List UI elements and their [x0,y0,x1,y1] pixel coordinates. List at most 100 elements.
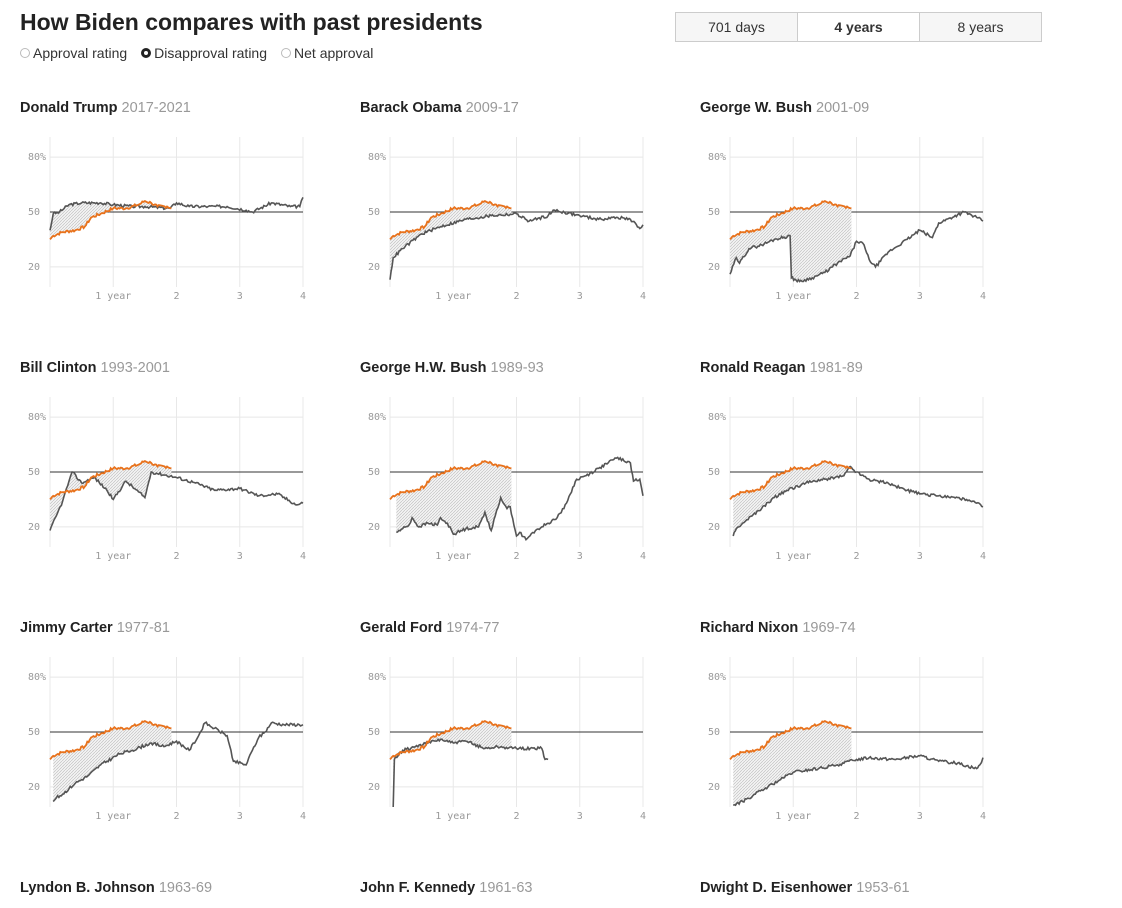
x-tick-label: 1 year [95,291,131,302]
difference-area [53,721,172,802]
president-name: Donald Trump [20,100,118,116]
president-title: Richard Nixon 1969-74 [700,620,856,636]
president-chart: 80% 50 20 1 year 2 3 4 [368,137,646,302]
y-tick-label: 50 [708,727,720,738]
biden-line [49,459,172,501]
radio-circle-icon [281,48,292,58]
y-tick-label: 20 [708,262,720,273]
radio-disapproval[interactable]: Disapproval rating [141,45,267,61]
president-years: 2001-09 [816,100,870,116]
tab-4-years[interactable]: 4 years [798,13,920,41]
tab-701-days[interactable]: 701 days [676,13,798,41]
president-name: Dwight D. Eisenhower [700,880,853,896]
y-tick-label: 20 [28,522,40,533]
difference-area [393,721,512,807]
x-tick-label: 3 [917,291,923,302]
president-chart: 80% 50 20 1 year 2 3 4 [28,397,306,562]
radio-approval[interactable]: Approval rating [20,45,127,61]
y-tick-label: 50 [708,467,720,478]
y-tick-label: 20 [28,782,40,793]
x-tick-label: 2 [853,291,859,302]
biden-line [389,459,512,501]
x-tick-label: 2 [853,551,859,562]
president-title: George H.W. Bush 1989-93 [360,360,544,376]
president-line [392,737,549,808]
president-years: 2017-2021 [121,100,191,116]
president-chart: 80% 50 20 1 year 2 3 4 [28,657,306,822]
biden-line [389,199,512,241]
x-tick-label: 4 [640,811,646,822]
page-title: How Biden compares with past presidents [20,9,483,35]
president-name: Lyndon B. Johnson [20,880,155,896]
tab-8-years[interactable]: 8 years [920,13,1041,41]
x-tick-label: 1 year [435,291,471,302]
y-tick-label: 50 [368,727,380,738]
president-title: Ronald Reagan 1981-89 [700,360,863,376]
president-chart: 80% 50 20 1 year 2 3 4 [368,657,646,822]
radio-net-approval[interactable]: Net approval [281,45,373,61]
president-line [729,210,984,283]
president-name: Richard Nixon [700,620,799,636]
president-years: 1977-81 [116,620,170,636]
president-name: Gerald Ford [360,620,443,636]
x-tick-label: 2 [173,551,179,562]
x-tick-label: 2 [513,811,519,822]
president-years: 1974-77 [446,620,500,636]
president-line [389,208,644,280]
president-chart: 80% 50 20 1 year 2 3 4 [368,397,646,562]
y-tick-label: 20 [368,522,380,533]
x-tick-label: 1 year [775,811,811,822]
president-line [732,754,984,807]
president-name: Ronald Reagan [700,360,806,376]
x-tick-label: 4 [300,811,306,822]
y-tick-label: 20 [708,782,720,793]
president-title: Donald Trump 2017-2021 [20,100,191,116]
president-title: Jimmy Carter 1977-81 [20,620,170,636]
radio-label: Approval rating [33,45,128,61]
y-tick-label: 80% [708,152,726,163]
president-chart: 80% 50 20 1 year 2 3 4 [708,137,986,302]
x-tick-label: 3 [237,291,243,302]
x-tick-label: 2 [173,291,179,302]
president-title: George W. Bush 2001-09 [700,100,869,116]
president-years: 1963-69 [158,880,213,896]
x-tick-label: 4 [640,291,646,302]
x-tick-label: 2 [513,291,519,302]
y-tick-label: 80% [368,412,386,423]
president-line [732,465,984,537]
president-name: George H.W. Bush [360,360,487,376]
x-tick-label: 3 [237,811,243,822]
y-tick-label: 20 [708,522,720,533]
president-title: Dwight D. Eisenhower 1953-61 [700,880,910,896]
x-tick-label: 2 [173,811,179,822]
president-chart: 80% 50 20 1 year 2 3 4 [708,397,986,562]
x-tick-label: 4 [980,811,986,822]
x-tick-label: 3 [917,551,923,562]
president-name: George W. Bush [700,100,812,116]
difference-area [390,201,512,280]
x-tick-label: 1 year [775,291,811,302]
x-tick-label: 4 [300,291,306,302]
x-tick-label: 2 [853,811,859,822]
metric-radio-group: Approval rating Disapproval rating Net a… [20,45,373,61]
x-tick-label: 3 [577,291,583,302]
difference-area [396,461,512,535]
y-tick-label: 50 [28,727,40,738]
biden-line [49,719,172,761]
biden-line [49,199,172,241]
y-tick-label: 80% [368,672,386,683]
biden-line [729,719,852,761]
y-tick-label: 20 [368,262,380,273]
president-years: 1961-63 [479,880,533,896]
x-tick-label: 1 year [435,551,471,562]
president-line [52,721,304,803]
president-years: 1953-61 [856,880,910,896]
radio-label: Net approval [294,45,374,61]
x-tick-label: 1 year [95,811,131,822]
y-tick-label: 80% [28,412,46,423]
x-tick-label: 4 [640,551,646,562]
x-tick-label: 1 year [95,551,131,562]
x-tick-label: 3 [577,811,583,822]
biden-line [729,459,852,501]
y-tick-label: 20 [28,262,40,273]
